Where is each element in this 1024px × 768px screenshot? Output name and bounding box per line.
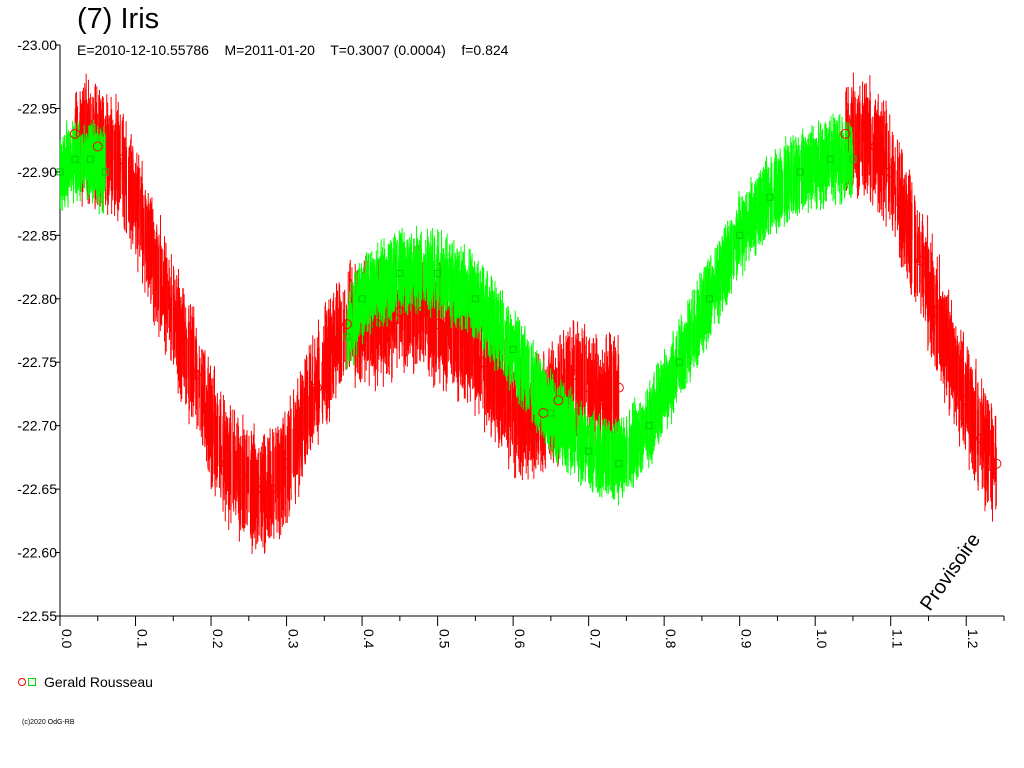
data-point <box>547 409 555 417</box>
x-tick-label: 1.1 <box>890 629 906 649</box>
x-tick-label: 0.2 <box>210 629 226 649</box>
data-point <box>931 306 942 317</box>
data-point <box>766 193 774 201</box>
data-point <box>145 243 156 254</box>
data-point <box>615 460 623 468</box>
data-point <box>266 484 277 495</box>
data-point <box>358 295 366 303</box>
data-point <box>434 269 442 277</box>
data-point <box>296 420 307 431</box>
x-tick-label: 0.3 <box>286 629 302 649</box>
data-point <box>585 447 593 455</box>
data-point <box>417 306 428 317</box>
square-marker-icon <box>28 678 36 686</box>
legend-markers <box>18 678 36 686</box>
data-point <box>523 420 534 431</box>
x-tick-label: 0.8 <box>663 629 679 649</box>
data-point <box>613 382 624 393</box>
data-point <box>206 420 217 431</box>
legend-label: Gerald Rousseau <box>44 674 153 690</box>
x-tick-label: 0.9 <box>739 629 755 649</box>
data-point <box>991 458 1002 469</box>
data-point <box>160 293 171 304</box>
data-point <box>190 369 201 380</box>
y-tick-label: -22.95 <box>17 100 57 116</box>
x-tick-label: 1.2 <box>965 629 981 649</box>
data-point <box>70 128 81 139</box>
data-point <box>961 395 972 406</box>
data-point <box>130 192 141 203</box>
data-point <box>796 168 804 176</box>
copyright-text: (c)2020 OdG-RB <box>22 719 75 726</box>
data-point <box>885 166 896 177</box>
data-point <box>568 369 579 380</box>
x-tick-label: 1.0 <box>814 629 830 649</box>
x-tick-label: 0.0 <box>59 629 75 649</box>
data-point <box>870 141 881 152</box>
data-point <box>251 484 262 495</box>
data-point <box>56 168 64 176</box>
green-series-errorbars <box>59 113 854 506</box>
x-tick-label: 0.1 <box>135 629 151 649</box>
data-point <box>705 295 713 303</box>
data-point <box>493 382 504 393</box>
data-point <box>509 346 517 354</box>
y-tick-label: -22.80 <box>17 291 57 307</box>
data-point <box>71 155 79 163</box>
chart-subtitle: E=2010-12-10.55786 M=2011-01-20 T=0.3007… <box>77 42 509 58</box>
y-tick-label: -23.00 <box>17 37 57 53</box>
data-point <box>826 155 834 163</box>
data-point <box>477 357 488 368</box>
x-tick-label: 0.5 <box>437 629 453 649</box>
x-tick-label: 0.4 <box>361 629 377 649</box>
data-point <box>915 255 926 266</box>
red-series-errorbars <box>74 72 997 554</box>
data-point <box>311 382 322 393</box>
data-point <box>583 382 594 393</box>
data-point <box>394 306 405 317</box>
data-point <box>92 141 103 152</box>
data-point <box>840 128 851 139</box>
data-point <box>946 357 957 368</box>
data-point <box>175 331 186 342</box>
data-point <box>675 358 683 366</box>
data-point <box>343 333 351 341</box>
data-point <box>598 395 609 406</box>
data-point <box>455 331 466 342</box>
data-point <box>976 433 987 444</box>
data-point <box>326 344 337 355</box>
data-point <box>645 422 653 430</box>
data-point <box>432 319 443 330</box>
legend: Gerald Rousseau <box>18 674 153 690</box>
data-point <box>101 168 109 176</box>
data-point <box>115 154 126 165</box>
y-tick-label: -22.90 <box>17 164 57 180</box>
provisoire-annotation: Provisoire <box>916 529 985 614</box>
y-tick-label: -22.85 <box>17 227 57 243</box>
data-point <box>396 269 404 277</box>
data-point <box>221 458 232 469</box>
data-point <box>855 128 866 139</box>
data-point <box>372 319 383 330</box>
y-tick-label: -22.75 <box>17 354 57 370</box>
data-point <box>736 231 744 239</box>
data-point <box>900 217 911 228</box>
data-point <box>849 155 857 163</box>
data-point <box>236 471 247 482</box>
data-point <box>341 319 352 330</box>
data-point <box>281 458 292 469</box>
data-point <box>471 295 479 303</box>
y-tick-label: -22.65 <box>17 481 57 497</box>
y-tick-label: -22.55 <box>17 608 57 624</box>
data-point <box>86 155 94 163</box>
data-point <box>553 395 564 406</box>
circle-marker-icon <box>18 678 26 686</box>
y-tick-label: -22.60 <box>17 545 57 561</box>
y-tick-label: -22.70 <box>17 418 57 434</box>
x-tick-label: 0.6 <box>512 629 528 649</box>
x-tick-label: 0.7 <box>588 629 604 649</box>
data-point <box>508 407 519 418</box>
chart-title: (7) Iris <box>77 3 160 35</box>
